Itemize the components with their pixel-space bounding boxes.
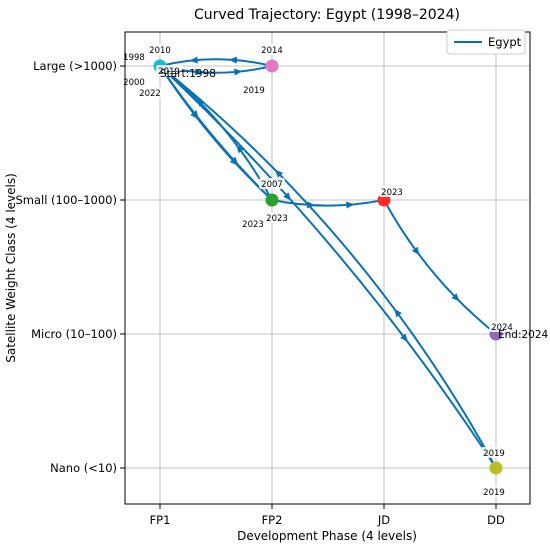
trajectory-segment <box>159 58 273 67</box>
year-label: 2019 <box>483 449 505 459</box>
direction-arrow <box>283 192 292 201</box>
direction-arrow <box>400 333 408 343</box>
direction-arrow <box>236 144 245 154</box>
direction-arrow <box>229 157 238 166</box>
year-label-box <box>121 51 147 62</box>
year-label-box <box>379 186 405 197</box>
year-label: 1998 <box>123 53 145 63</box>
direction-arrow <box>228 56 238 64</box>
year-label-box <box>241 84 267 95</box>
point-marker <box>489 461 503 475</box>
year-label: 2010 <box>149 46 171 56</box>
year-label-box <box>137 87 163 98</box>
year-label-box <box>264 212 290 223</box>
trajectory-segment <box>159 65 497 469</box>
year-label: 2019 <box>158 67 180 77</box>
trajectory-segment <box>159 65 497 469</box>
direction-arrow <box>306 201 316 209</box>
y-tick-label: Nano (<10) <box>50 461 117 475</box>
year-labels: 199820102019Start:1998200020222014201920… <box>121 44 549 498</box>
year-label-box <box>240 218 266 229</box>
x-tick-label: FP1 <box>150 513 171 527</box>
grid-lines <box>125 32 530 504</box>
point-markers <box>153 59 503 475</box>
legend-label-egypt: Egypt <box>488 35 522 49</box>
direction-arrow <box>194 68 204 76</box>
direction-arrow <box>346 201 355 209</box>
trajectory-segment <box>159 65 273 201</box>
year-label: 2023 <box>242 220 264 230</box>
trajectory-paths <box>159 56 497 469</box>
trajectory-segment <box>383 199 497 335</box>
y-axis-title: Satellite Weight Class (4 levels) <box>4 173 18 363</box>
year-label: 2023 <box>381 188 403 198</box>
direction-arrow <box>451 293 460 302</box>
x-tick-label: FP2 <box>262 513 283 527</box>
year-label-box <box>156 65 182 76</box>
direction-arrow <box>189 56 198 64</box>
year-label-box <box>121 76 147 87</box>
legend: Egypt <box>446 29 526 55</box>
x-tick-label: DD <box>487 513 505 527</box>
year-label: 2014 <box>261 46 283 56</box>
direction-arrow <box>196 98 205 107</box>
year-label-box <box>259 44 285 55</box>
year-label-box <box>489 321 515 332</box>
direction-arrow <box>234 68 243 76</box>
year-label: End:2024 <box>498 329 549 341</box>
axis-ticks: FP1 FP2 JD DD Nano (<10) Micro (10–100) Small … <box>15 59 505 527</box>
year-label: 2007 <box>261 180 283 190</box>
year-label-box <box>481 447 507 458</box>
x-tick-label: JD <box>377 513 390 527</box>
y-tick-label: Micro (10–100) <box>31 327 117 341</box>
point-marker <box>265 59 279 73</box>
direction-arrow <box>274 169 283 178</box>
year-label: 2000 <box>123 78 145 88</box>
year-label: 2019 <box>483 488 505 498</box>
point-marker <box>265 193 279 207</box>
trajectory-segment <box>271 199 385 207</box>
x-axis-title: Development Phase (4 levels) <box>237 529 417 543</box>
year-label-box <box>259 178 285 189</box>
year-label: 2023 <box>266 214 288 224</box>
year-label: Start:1998 <box>160 68 216 80</box>
year-label-box <box>481 486 507 497</box>
direction-arrow <box>190 110 198 120</box>
plot-frame <box>124 31 531 505</box>
chart-title: Curved Trajectory: Egypt (1998–2024) <box>194 7 460 23</box>
direction-arrow <box>394 308 402 318</box>
y-tick-label: Small (100–1000) <box>15 193 117 207</box>
year-label-box <box>147 44 173 55</box>
legend-box <box>446 29 526 55</box>
year-label: 2024 <box>491 323 513 333</box>
year-label: 2022 <box>139 89 161 99</box>
y-tick-label: Large (>1000) <box>33 59 117 73</box>
direction-arrow <box>411 246 420 256</box>
year-label: 2019 <box>243 86 265 96</box>
